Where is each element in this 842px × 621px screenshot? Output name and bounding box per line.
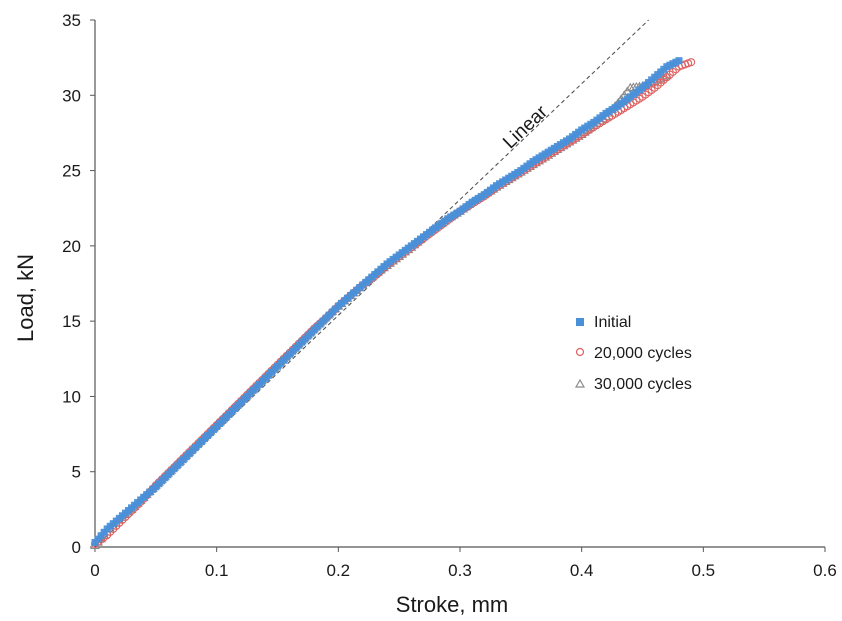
data-point: [675, 57, 683, 65]
data-point: [687, 58, 696, 67]
series-30000-cycles: [90, 70, 672, 550]
legend-marker-30000-cycles: [574, 378, 586, 388]
y-tick-label: 30: [62, 86, 81, 105]
linear-annotation: Linear: [499, 101, 552, 153]
x-tick-label: 0.5: [692, 561, 716, 580]
legend: Initial 20,000 cycles 30,000 cycles: [574, 314, 692, 393]
y-tick-label: 25: [62, 162, 81, 181]
y-tick-label: 20: [62, 237, 81, 256]
legend-label-initial: Initial: [594, 314, 631, 331]
y-axis: 0 5 10 15 20 25 30 35: [62, 11, 96, 557]
y-tick-label: 15: [62, 312, 81, 331]
x-tick-label: 0.1: [205, 561, 229, 580]
series-initial: [91, 57, 683, 546]
x-tick-label: 0.4: [570, 561, 594, 580]
legend-marker-20000-cycles: [575, 347, 585, 357]
x-tick-label: 0.2: [327, 561, 351, 580]
legend-marker-initial: [576, 318, 584, 326]
y-tick-label: 0: [72, 538, 81, 557]
y-axis-title: Load, kN: [13, 254, 38, 342]
legend-label-30000-cycles: 30,000 cycles: [594, 376, 692, 393]
series-20000-cycles: [90, 58, 696, 549]
plot-area: 0 0.1 0.2 0.3 0.4 0.5 0.6 0 5 10 15 20 25 30 35: [62, 11, 837, 580]
x-axis: 0 0.1 0.2 0.3 0.4 0.5 0.6: [90, 546, 837, 580]
y-tick-label: 5: [72, 463, 81, 482]
x-axis-title: Stroke, mm: [396, 592, 508, 617]
x-tick-label: 0.6: [813, 561, 837, 580]
y-tick-label: 10: [62, 387, 81, 406]
y-tick-label: 35: [62, 11, 81, 30]
legend-label-20000-cycles: 20,000 cycles: [594, 345, 692, 362]
x-tick-label: 0.3: [448, 561, 472, 580]
x-tick-label: 0: [90, 561, 99, 580]
